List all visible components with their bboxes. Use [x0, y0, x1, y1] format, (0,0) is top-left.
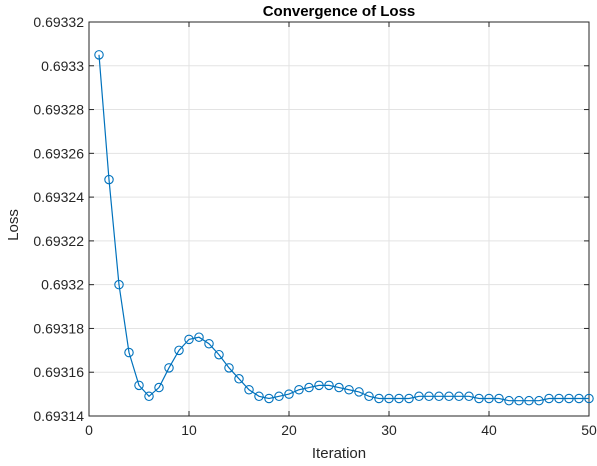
y-tick-label: 0.69324: [33, 189, 84, 205]
data-point: [504, 395, 514, 406]
data-point: [544, 393, 554, 404]
y-axis-label: Loss: [5, 209, 22, 241]
data-point: [494, 393, 504, 404]
data-point: [554, 393, 564, 404]
data-point: [524, 395, 534, 406]
x-tick-label: 10: [181, 422, 197, 438]
data-point: [134, 380, 144, 391]
data-point: [184, 334, 194, 345]
data-point: [224, 363, 234, 373]
data-point: [204, 339, 214, 349]
data-point: [294, 384, 304, 395]
data-point: [394, 393, 404, 404]
data-point: [534, 395, 544, 406]
x-tick-label: 20: [281, 422, 297, 438]
data-point: [484, 393, 494, 404]
y-tick-label: 0.69328: [33, 102, 84, 118]
data-point: [464, 391, 474, 402]
y-tick-label: 0.69332: [33, 14, 84, 30]
data-point: [324, 380, 334, 391]
data-point: [474, 393, 484, 404]
axis-ticks: [88, 21, 590, 417]
data-point: [574, 393, 584, 404]
data-point: [174, 345, 184, 356]
data-point: [584, 393, 594, 404]
data-point: [364, 391, 374, 402]
x-tick-label: 0: [85, 422, 93, 438]
x-axis-label: Iteration: [312, 445, 366, 462]
data-point: [404, 393, 414, 404]
x-tick-label: 30: [381, 422, 397, 438]
data-point: [214, 349, 224, 360]
y-tick-label: 0.69322: [33, 233, 84, 249]
data-point: [274, 391, 284, 402]
data-point: [254, 391, 264, 402]
data-point: [284, 389, 294, 399]
data-point: [124, 347, 134, 358]
x-tick-label: 40: [481, 422, 497, 438]
grid: [88, 21, 590, 417]
data-point: [144, 391, 154, 402]
data-point: [194, 332, 204, 342]
y-tick-label: 0.69318: [33, 320, 84, 336]
data-point: [104, 174, 114, 185]
y-tick-label: 0.69316: [33, 364, 84, 380]
chart-title: Convergence of Loss: [263, 3, 416, 20]
data-point: [314, 380, 324, 391]
y-tick-label: 0.69314: [33, 408, 84, 424]
data-point: [424, 391, 434, 402]
data-point: [514, 395, 524, 406]
data-point: [304, 382, 314, 393]
y-tick-label: 0.6932: [41, 277, 84, 293]
data-point: [114, 279, 124, 290]
x-tick-labels: 0 10 20 30 40 50: [85, 422, 597, 438]
data-point: [444, 391, 454, 402]
data-point: [94, 50, 104, 60]
data-point: [234, 374, 244, 384]
data-point: [334, 382, 344, 393]
data-point: [264, 393, 274, 404]
data-point: [374, 393, 384, 404]
data-point: [384, 393, 394, 404]
data-point: [154, 382, 164, 393]
data-point: [434, 391, 444, 402]
data-point: [164, 363, 174, 373]
y-tick-label: 0.6933: [41, 58, 84, 74]
y-tick-label: 0.69326: [33, 145, 84, 161]
data-point: [414, 391, 424, 402]
series-markers: [94, 50, 594, 406]
series-line: [98, 54, 589, 402]
data-point: [354, 387, 364, 397]
data-point: [244, 384, 254, 395]
plot-area-frame: [88, 21, 590, 417]
x-tick-label: 50: [581, 422, 597, 438]
data-point: [454, 391, 464, 402]
y-tick-labels: 0.69314 0.69316 0.69318 0.6932 0.69322 0.6932…: [33, 14, 84, 424]
data-point: [344, 384, 354, 395]
data-point: [564, 393, 574, 404]
